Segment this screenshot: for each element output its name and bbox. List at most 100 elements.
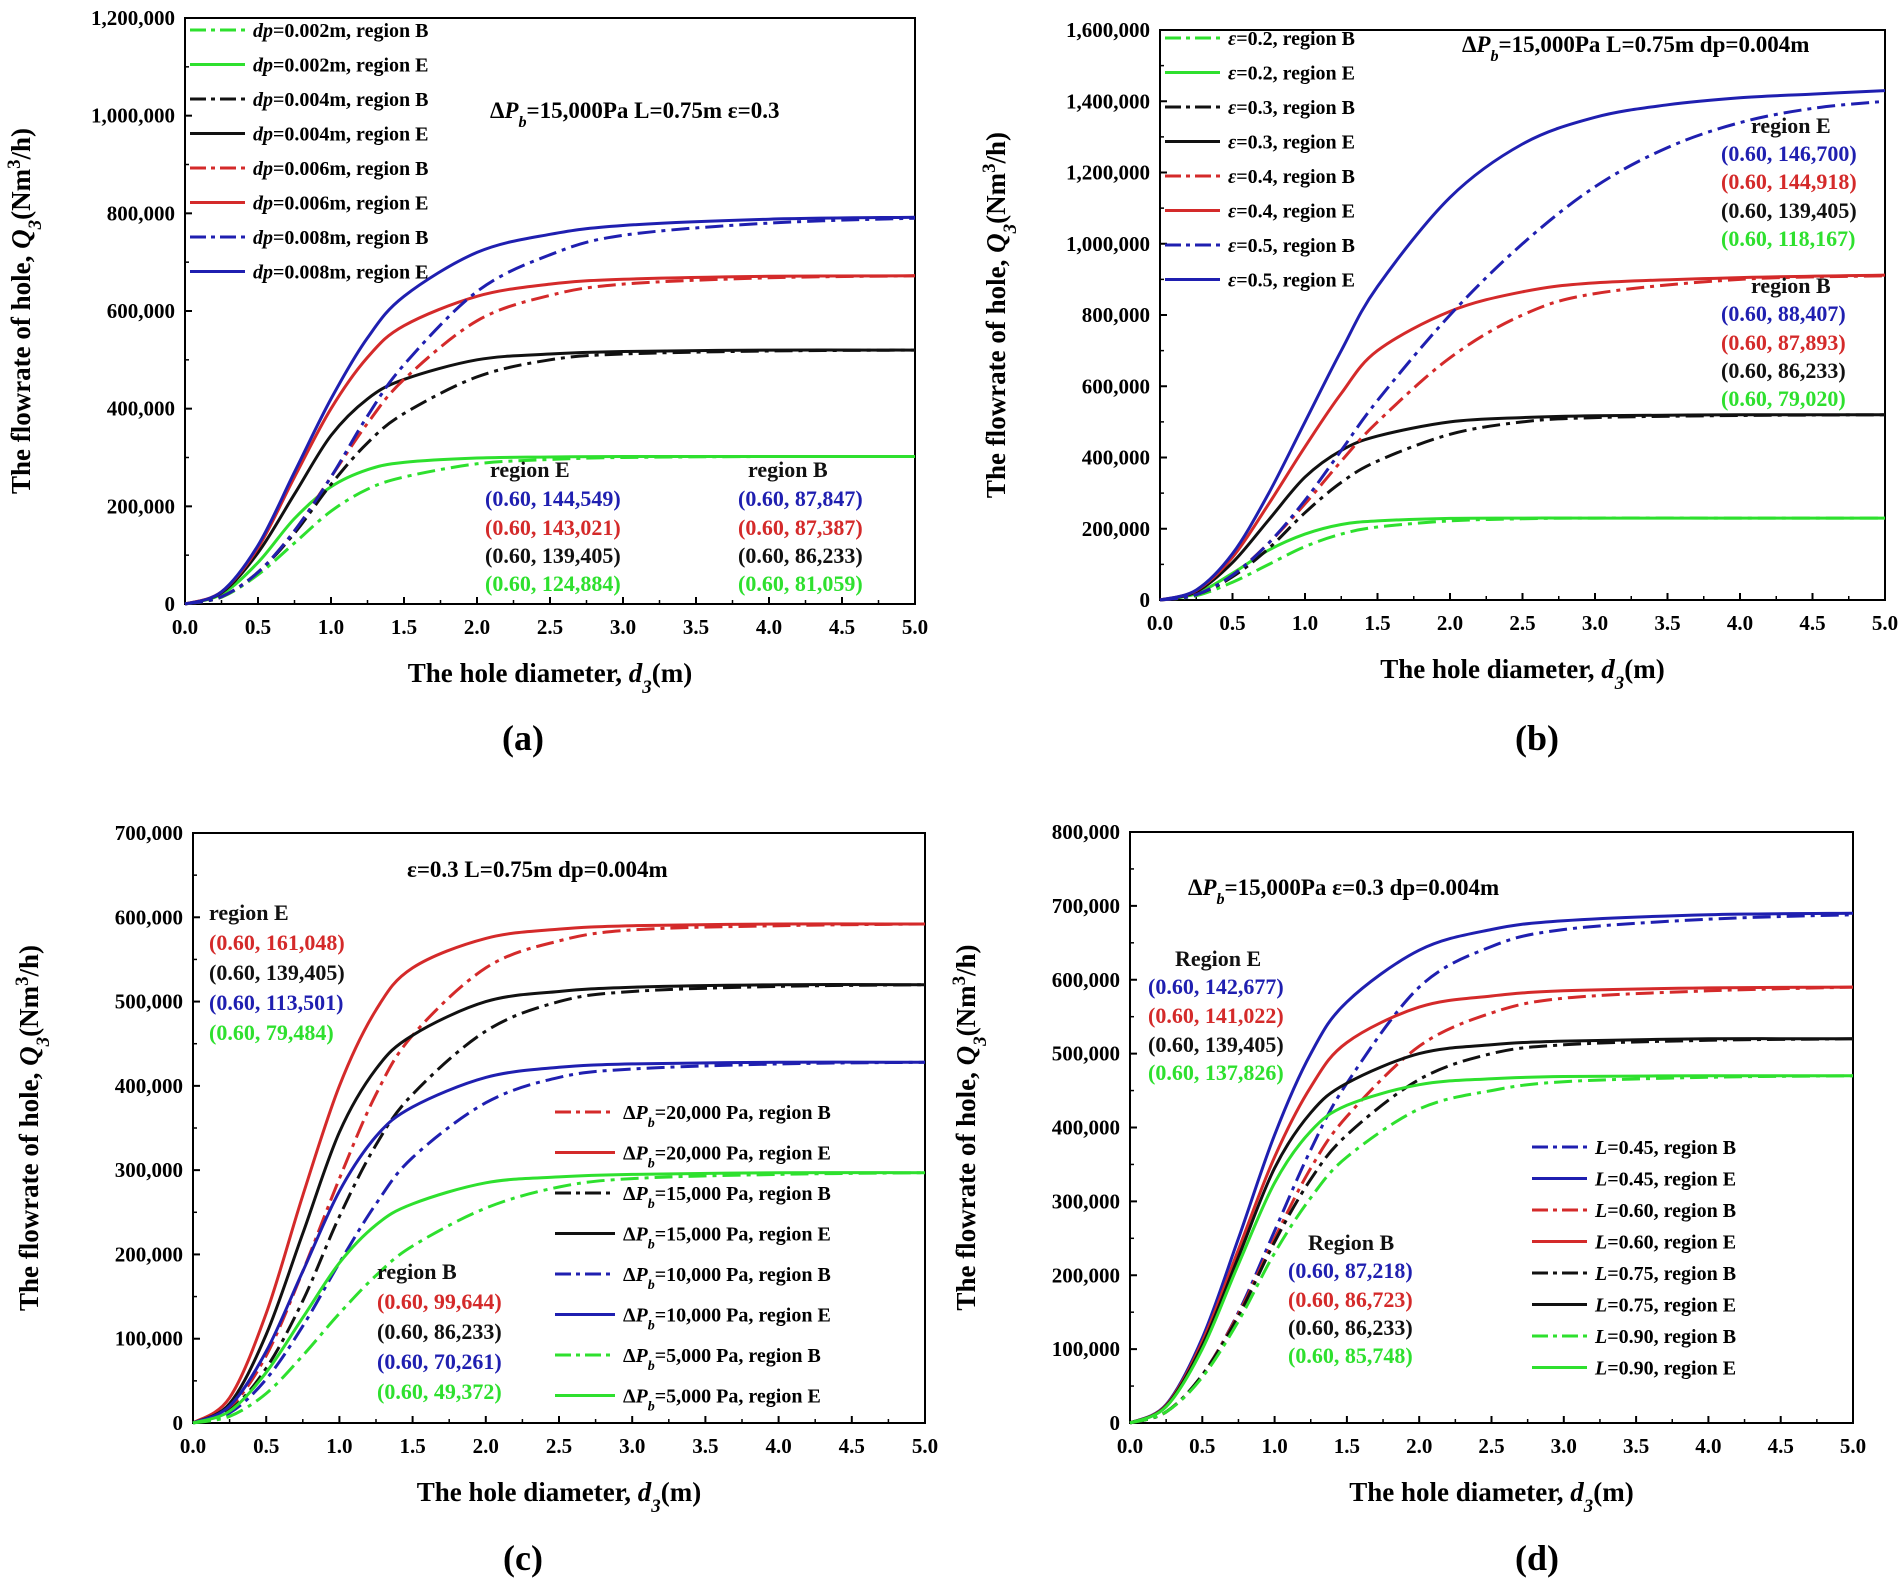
legend-label: dp=0.006m, region B [253,158,428,180]
annotation-text: (0.60, 85,748) [1288,1343,1413,1368]
x-axis-label: The hole diameter, d3(m) [408,658,692,698]
legend-label: L=0.90, region B [1594,1326,1736,1348]
x-tick-label: 0.5 [1219,611,1245,635]
x-tick-label: 2.0 [1437,611,1463,635]
x-tick-label: 5.0 [1840,1434,1866,1458]
chart-panel-b: 0.0 0.5 1.0 1.5 2.0 2.5 3.0 3.5 4.0 4.5 5.0 0 200,00… [979,18,1899,758]
legend-label: ΔPb=10,000 Pa, region B [623,1264,831,1293]
panel-label: (c) [503,1538,543,1578]
series-line-blue-region-e [1129,911,1854,1425]
series-line-black-region-b [192,983,926,1425]
y-tick-label: 0 [1140,588,1151,612]
legend-label: dp=0.008m, region E [253,262,428,284]
y-tick-label: 100,000 [115,1327,183,1351]
legend-label: ε=0.4, region B [1228,166,1355,188]
x-tick-label: 2.0 [473,1434,499,1458]
y-tick-label: 600,000 [1052,968,1120,992]
parameter-label: ε=0.3 L=0.75m dp=0.004m [407,857,668,882]
series-line-green-region-b [1159,516,1885,602]
x-tick-label: 2.5 [546,1434,572,1458]
x-tick-label: 0.0 [1147,611,1173,635]
legend-label: ε=0.3, region E [1228,132,1355,154]
x-tick-label: 2.5 [1478,1434,1504,1458]
x-axis-label: The hole diameter, d3(m) [1349,1477,1633,1517]
series-line-green-region-e [1129,1074,1854,1425]
x-tick-label: 0.0 [1117,1434,1143,1458]
series-line-green-region-e [192,1171,926,1425]
annotation-text: (0.60, 143,021) [485,515,621,540]
y-tick-label: 700,000 [115,821,183,845]
x-tick-label: 3.5 [692,1434,718,1458]
y-axis-label: The flowrate of hole, Q3(Nm3/h) [979,132,1021,498]
annotation-text: region B [1751,273,1831,298]
y-axis-label: The flowrate of hole, Q3(Nm3/h) [12,945,54,1311]
x-tick-label: 4.5 [1768,1434,1794,1458]
y-tick-label: 600,000 [115,905,183,929]
annotation-text: (0.60, 87,387) [738,515,863,540]
legend-label: ε=0.5, region B [1228,235,1355,257]
series-line-black-region-e [192,983,926,1425]
y-axis-label: The flowrate of hole, Q3(Nm3/h) [4,128,46,494]
legend-label: L=0.90, region E [1594,1358,1736,1380]
annotation-text: (0.60, 139,405) [1148,1032,1284,1057]
legend-label: ΔPb=20,000 Pa, region B [623,1102,831,1131]
y-tick-label: 600,000 [107,299,175,323]
x-tick-label: 1.0 [1292,611,1318,635]
legend-label: ΔPb=5,000 Pa, region B [623,1345,821,1374]
annotation-text: (0.60, 86,233) [1288,1315,1413,1340]
annotation-text: (0.60, 49,372) [377,1379,502,1404]
annotation-text: region E [1751,113,1831,138]
x-tick-label: 3.5 [683,615,709,639]
annotation-text: (0.60, 86,723) [1288,1287,1413,1312]
series-line-green-region-b [1129,1074,1854,1425]
annotation-text: (0.60, 70,261) [377,1349,502,1374]
y-tick-label: 1,000,000 [91,104,175,128]
legend-label: ΔPb=15,000 Pa, region B [623,1183,831,1212]
x-tick-label: 3.0 [1582,611,1608,635]
x-tick-label: 1.5 [1364,611,1390,635]
x-tick-label: 3.5 [1654,611,1680,635]
x-tick-label: 0.0 [180,1434,206,1458]
x-tick-label: 1.5 [1334,1434,1360,1458]
x-tick-label: 2.5 [1509,611,1535,635]
parameter-label: ΔPb=15,000Pa L=0.75m dp=0.004m [1462,32,1809,65]
chart-panel-c: 0.0 0.5 1.0 1.5 2.0 2.5 3.0 3.5 4.0 4.5 5.0 0 100,00… [12,821,939,1578]
x-tick-label: 0.5 [245,615,271,639]
x-axis-label: The hole diameter, d3(m) [1380,654,1664,694]
x-tick-label: 1.5 [391,615,417,639]
legend-label: ΔPb=20,000 Pa, region E [623,1143,831,1172]
annotation-text: (0.60, 79,484) [209,1020,334,1045]
annotation-text: (0.60, 146,700) [1721,141,1857,166]
series-line-blue-region-e [1159,89,1886,602]
parameter-label: ΔPb=15,000Pa L=0.75m ε=0.3 [490,98,779,131]
y-tick-label: 300,000 [1052,1189,1120,1213]
legend-label: L=0.75, region B [1594,1263,1736,1285]
y-axis-label: The flowrate of hole, Q3(Nm3/h) [949,944,991,1310]
annotation-text: region B [748,457,828,482]
y-tick-label: 200,000 [115,1242,183,1266]
y-tick-label: 500,000 [1052,1042,1120,1066]
x-tick-label: 2.5 [537,615,563,639]
annotation-text: (0.60, 86,233) [1721,358,1846,383]
annotation-text: (0.60, 144,918) [1721,169,1857,194]
x-tick-label: 2.0 [464,615,490,639]
legend-label: dp=0.004m, region E [253,124,428,146]
y-tick-label: 300,000 [115,1158,183,1182]
annotation-text: (0.60, 118,167) [1721,226,1855,251]
series-line-red-region-e [1129,985,1854,1425]
y-tick-label: 400,000 [107,397,175,421]
series-line-green-region-e [184,454,915,606]
series-line-blue-region-e [184,215,916,606]
annotation-text: (0.60, 88,407) [1721,301,1846,326]
annotation-text: region B [377,1259,457,1284]
legend-label: dp=0.002m, region B [253,20,428,42]
series-line-black-region-e [1129,1037,1854,1425]
x-tick-label: 3.5 [1623,1434,1649,1458]
x-tick-label: 1.5 [399,1434,425,1458]
x-tick-label: 2.0 [1406,1434,1432,1458]
y-tick-label: 1,200,000 [1066,161,1150,185]
annotation-text: (0.60, 99,644) [377,1289,502,1314]
panel-label: (b) [1515,718,1559,758]
y-tick-label: 600,000 [1082,374,1150,398]
